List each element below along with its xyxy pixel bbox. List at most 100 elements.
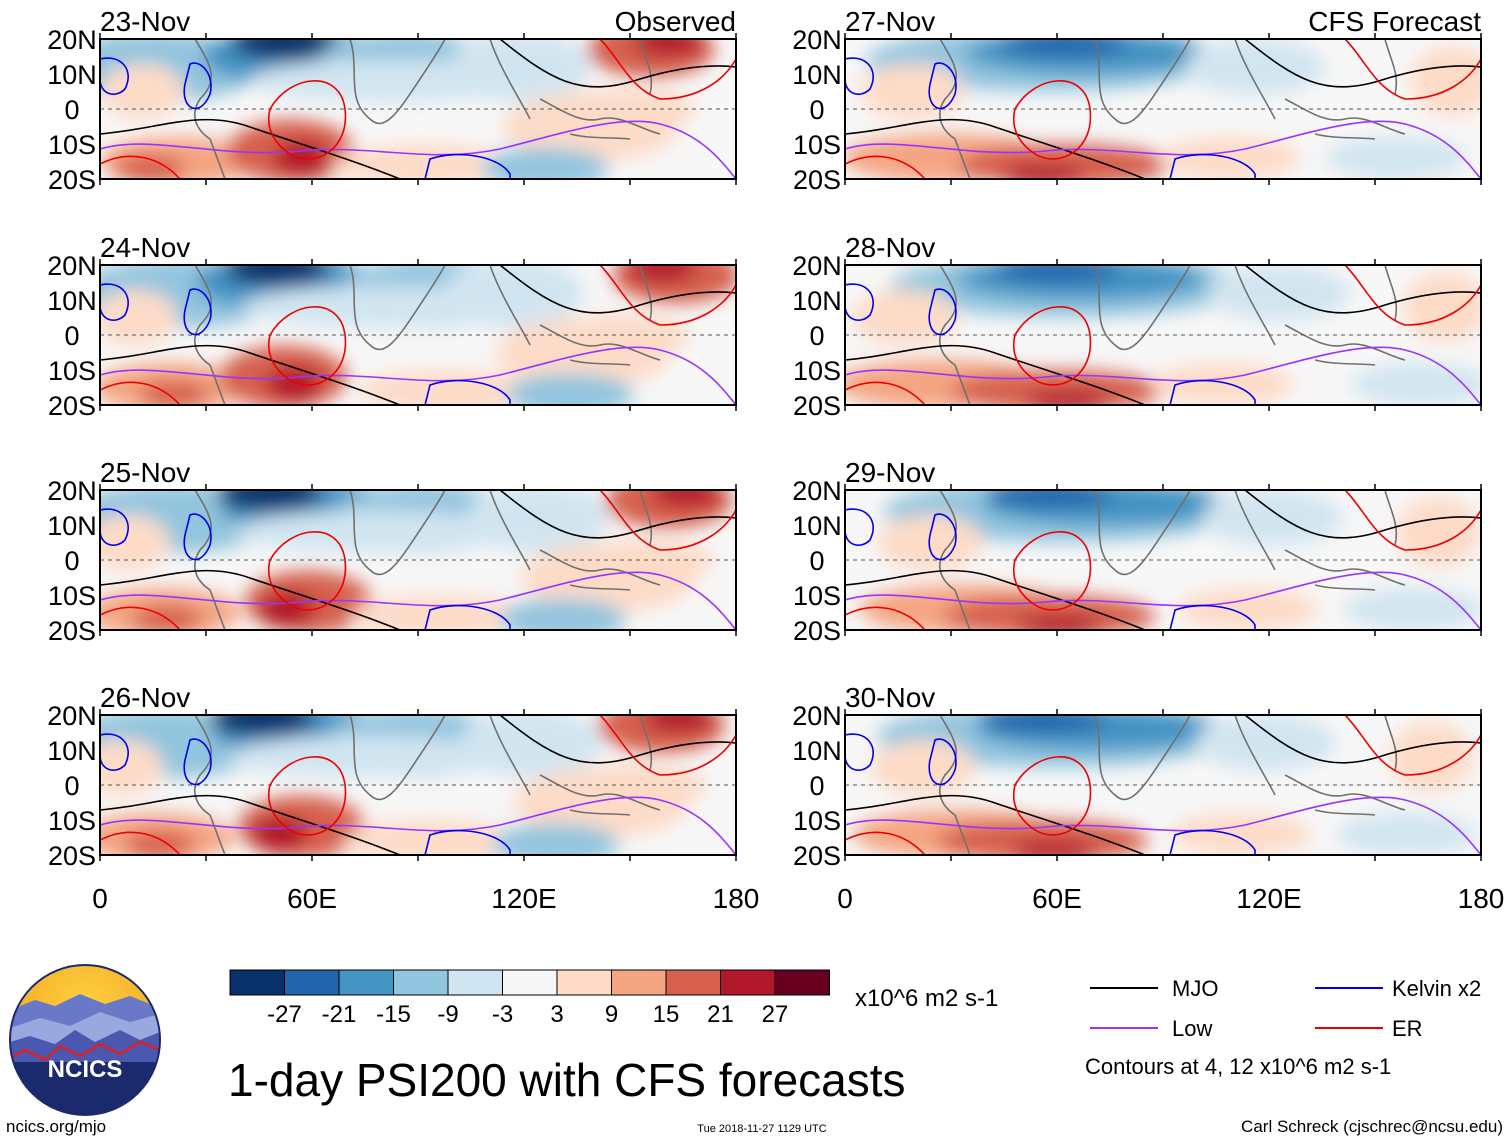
ncics-logo: NCICS: [9, 964, 161, 1116]
lat-tick-label: 10N: [47, 286, 97, 316]
contour-e1: [268, 531, 347, 611]
anomaly-shading: [979, 715, 1107, 733]
contour-e1: [268, 80, 347, 160]
anomaly-shading: [1194, 715, 1337, 771]
anomaly-shading: [499, 598, 627, 630]
author-credit: Carl Schreck (cjschrec@ncsu.edu): [1241, 1117, 1503, 1136]
lat-tick-label: 0: [64, 321, 79, 351]
lat-tick-label: 0: [64, 771, 79, 801]
lat-tick-label: 0: [809, 771, 824, 801]
anomaly-shading: [138, 380, 210, 405]
lat-tick-label: 10N: [792, 511, 842, 541]
contour-low: [845, 346, 1481, 405]
colorbar-tick-label: -21: [322, 1001, 357, 1028]
contour-e2: [599, 490, 736, 551]
lat-tick-label: 10S: [48, 130, 96, 160]
contour-k3: [100, 283, 129, 321]
anomaly-shading: [869, 739, 976, 796]
panel-date-label: 24-Nov: [100, 232, 190, 263]
anomaly-shading: [651, 490, 722, 508]
map-panel: 27-Nov CFS Forecast 20N 10N 0 10S 20S: [792, 6, 1482, 195]
anomaly-shading: [1396, 497, 1481, 567]
colorbar-tick-label: -15: [376, 1001, 411, 1028]
contour-mjo1: [845, 569, 1146, 630]
lat-tick-label: 20N: [47, 251, 97, 281]
figure-title: 1-day PSI200 with CFS forecasts: [228, 1054, 906, 1106]
lat-tick-label: 0: [809, 95, 824, 125]
panel-date-label: 26-Nov: [100, 682, 190, 713]
legend-label-low: Low: [1172, 1016, 1212, 1041]
anomaly-shading: [555, 88, 698, 130]
panel-date-label: 27-Nov: [845, 6, 935, 37]
lat-tick-label: 20S: [48, 616, 96, 646]
anomaly-shading: [251, 816, 309, 852]
contour-low: [100, 346, 736, 405]
panel-date-label: 28-Nov: [845, 232, 935, 263]
anomaly-shading: [1170, 813, 1312, 855]
colorbar-swatch: [502, 969, 558, 996]
contour-note: Contours at 4, 12 x10^6 m2 s-1: [1085, 1054, 1391, 1079]
lon-axis-left: 0 60E 120E 180: [92, 883, 759, 914]
colorbar-tick-label: 3: [550, 1001, 563, 1028]
anomaly-shading: [626, 265, 698, 283]
logo-text: NCICS: [48, 1056, 123, 1083]
contour-mjo1: [100, 794, 401, 855]
lat-tick-label: 10N: [47, 511, 97, 541]
site-link[interactable]: ncics.org/mjo: [6, 1117, 106, 1136]
anomaly-shading: [1018, 616, 1103, 630]
anomaly-shading: [1325, 137, 1467, 179]
contour-k2: [1169, 379, 1256, 405]
contour-e1: [1013, 306, 1092, 386]
anomaly-shading: [986, 490, 1114, 508]
lat-tick-label: 0: [809, 546, 824, 576]
colorbar-tick-label: -3: [492, 1001, 513, 1028]
contour-e3: [845, 381, 926, 405]
contour-k3: [100, 508, 129, 546]
lon-tick-label: 120E: [1236, 883, 1301, 914]
colorbar-tick-label: 27: [762, 1001, 789, 1028]
contour-e3: [845, 606, 926, 630]
lat-tick-label: 0: [64, 95, 79, 125]
anomaly-shading: [234, 511, 517, 553]
lon-tick-label: 120E: [491, 883, 556, 914]
anomaly-shading: [223, 265, 330, 286]
coastline: [939, 715, 1406, 855]
contour-low: [100, 796, 736, 855]
lat-tick-label: 10N: [792, 286, 842, 316]
lat-tick-label: 0: [809, 321, 824, 351]
contour-low: [845, 571, 1481, 630]
anomaly-shading: [241, 286, 525, 328]
contour-k2: [424, 379, 511, 405]
contour-mjo1: [845, 794, 1146, 855]
colorbar-tick-label: -27: [267, 1001, 302, 1028]
contour-e3: [100, 155, 181, 179]
contour-k3: [100, 57, 129, 95]
colorbar: -27 -21 -15 -9 -3 3 9 15 21 27: [229, 969, 830, 1028]
lat-tick-label: 0: [64, 546, 79, 576]
colorbar-tick-label: 21: [707, 1001, 734, 1028]
lon-tick-label: 60E: [1032, 883, 1082, 914]
lat-tick-label: 20N: [47, 701, 97, 731]
lat-tick-label: 20S: [48, 165, 96, 195]
contour-e1: [268, 306, 347, 386]
contour-e3: [100, 381, 181, 405]
anomaly-shading: [633, 39, 705, 57]
timestamp: Tue 2018-11-27 1129 UTC: [697, 1123, 826, 1135]
colorbar-swatch: [774, 969, 830, 996]
column-label: Observed: [615, 6, 736, 37]
anomaly-shading: [124, 830, 196, 855]
lat-tick-label: 20S: [48, 391, 96, 421]
contour-k1: [183, 738, 212, 786]
contour-k3: [100, 733, 129, 771]
contour-k1: [183, 513, 212, 561]
lat-tick-label: 20S: [793, 165, 841, 195]
panel-date-label: 29-Nov: [845, 457, 935, 488]
anomaly-shading: [1410, 46, 1481, 116]
lat-tick-label: 10S: [48, 806, 96, 836]
contour-k3: [845, 57, 874, 95]
contour-e1: [1013, 531, 1092, 611]
